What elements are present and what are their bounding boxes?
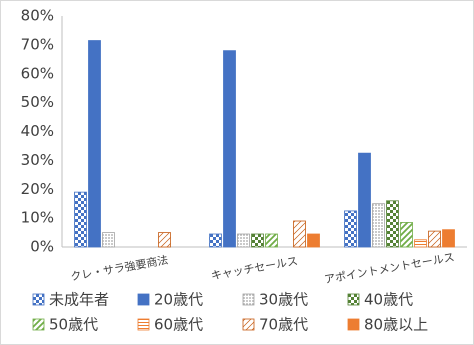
y-tick-label: 10% — [21, 209, 54, 227]
legend-label: 未成年者 — [49, 291, 109, 309]
y-tick-label: 70% — [21, 35, 54, 53]
bar — [223, 50, 236, 248]
bar — [428, 230, 441, 248]
bar — [344, 210, 357, 248]
y-tick-label: 20% — [21, 180, 54, 198]
bar — [414, 239, 427, 248]
legend-label: 70歳代 — [259, 316, 308, 334]
legend-label: 60歳代 — [154, 316, 203, 334]
legend-swatch — [32, 293, 45, 306]
legend-label: 30歳代 — [259, 291, 308, 309]
legend-label: 50歳代 — [49, 316, 98, 334]
legend-label: 40歳代 — [364, 291, 413, 309]
bar — [372, 203, 385, 248]
legend-swatch — [137, 318, 150, 331]
bar — [358, 152, 371, 248]
y-tick-label: 50% — [21, 93, 54, 111]
legend-label: 80歳以上 — [364, 316, 428, 334]
y-tick-label: 30% — [21, 151, 54, 169]
bar — [158, 232, 171, 248]
bar — [251, 233, 264, 248]
bar — [237, 233, 250, 248]
bar — [400, 222, 413, 248]
y-tick-label: 60% — [21, 64, 54, 82]
bar — [102, 232, 115, 248]
legend-swatch — [137, 293, 150, 306]
legend-label: 20歳代 — [154, 291, 203, 309]
legend-swatch — [32, 318, 45, 331]
bar — [209, 233, 222, 248]
y-tick-label: 0% — [30, 238, 54, 256]
legend-swatch — [347, 293, 360, 306]
bar — [88, 40, 101, 248]
bar — [386, 200, 399, 248]
legend-swatch — [347, 318, 360, 331]
bar — [74, 191, 87, 248]
bar — [293, 220, 306, 248]
bar — [265, 233, 278, 248]
bar — [307, 233, 320, 248]
legend-swatch — [242, 293, 255, 306]
bar — [442, 229, 455, 248]
legend-swatch — [242, 318, 255, 331]
y-tick-label: 40% — [21, 122, 54, 140]
y-tick-label: 80% — [21, 7, 54, 25]
